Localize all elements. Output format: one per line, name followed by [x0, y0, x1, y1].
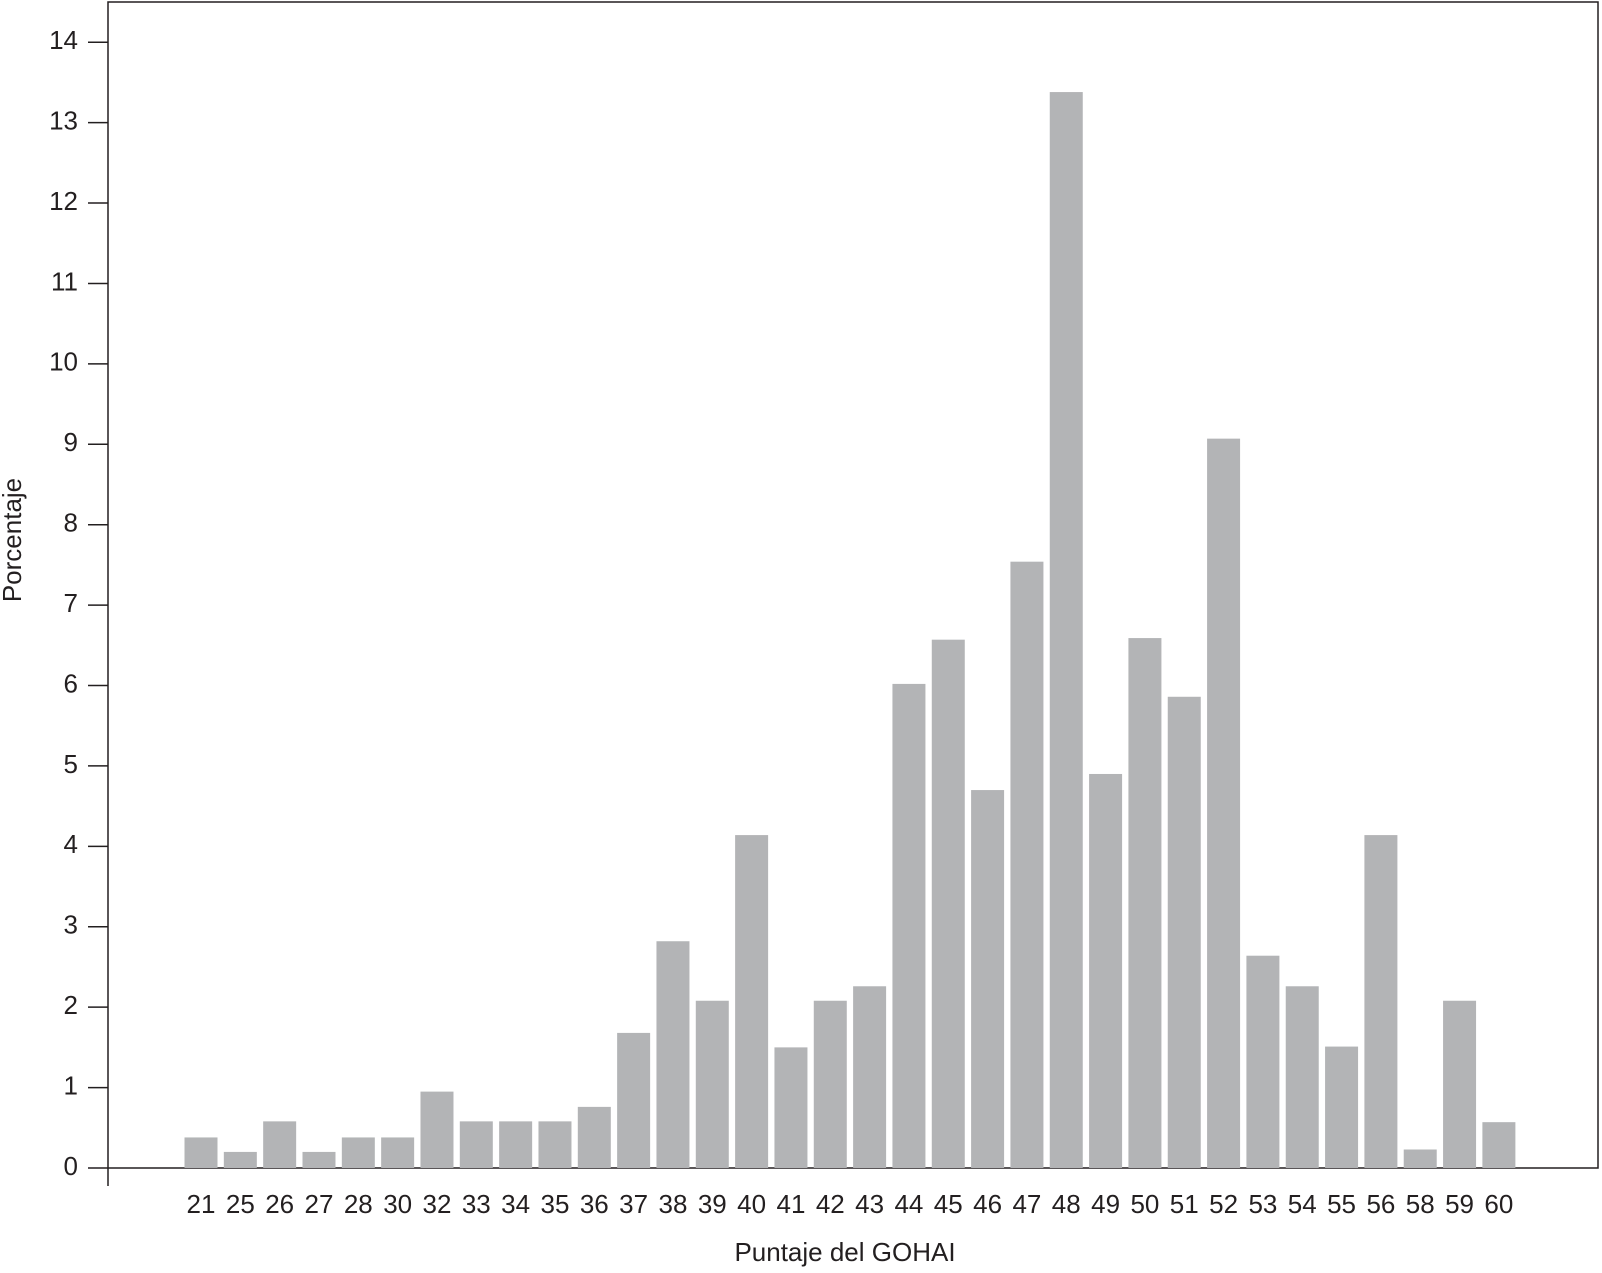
bar	[459, 1121, 493, 1168]
x-tick-label: 27	[305, 1189, 334, 1219]
x-tick-label: 33	[462, 1189, 491, 1219]
y-tick-label: 8	[64, 508, 78, 538]
bar	[931, 639, 965, 1168]
bar	[813, 1000, 847, 1168]
x-tick-label: 42	[816, 1189, 845, 1219]
bar	[853, 986, 887, 1168]
bar	[1167, 696, 1201, 1168]
y-tick-label: 10	[49, 347, 78, 377]
x-tick-label: 49	[1091, 1189, 1120, 1219]
bar	[538, 1121, 572, 1168]
bar	[695, 1000, 729, 1168]
y-tick-label: 4	[64, 829, 78, 859]
x-tick-label: 36	[580, 1189, 609, 1219]
bar	[774, 1047, 808, 1168]
y-tick-label: 0	[64, 1151, 78, 1181]
bar	[971, 790, 1005, 1168]
x-tick-label: 47	[1012, 1189, 1041, 1219]
x-tick-label: 58	[1406, 1189, 1435, 1219]
x-tick-label: 32	[423, 1189, 452, 1219]
y-tick-label: 9	[64, 427, 78, 457]
x-tick-label: 52	[1209, 1189, 1238, 1219]
x-tick-label: 21	[187, 1189, 216, 1219]
x-tick-label: 40	[737, 1189, 766, 1219]
x-tick-label: 50	[1130, 1189, 1159, 1219]
bar	[577, 1106, 611, 1168]
bar	[1207, 438, 1241, 1168]
x-tick-label: 44	[894, 1189, 923, 1219]
x-tick-label: 55	[1327, 1189, 1356, 1219]
y-tick-label: 14	[49, 25, 78, 55]
y-tick-label: 1	[64, 1070, 78, 1100]
x-tick-label: 43	[855, 1189, 884, 1219]
bar	[499, 1121, 533, 1168]
y-tick-label: 12	[49, 186, 78, 216]
y-tick-label: 13	[49, 105, 78, 135]
bar	[1443, 1000, 1477, 1168]
bar	[184, 1137, 218, 1168]
bar	[1049, 92, 1083, 1168]
x-tick-label: 48	[1052, 1189, 1081, 1219]
x-tick-label: 53	[1248, 1189, 1277, 1219]
bar	[1325, 1046, 1359, 1168]
y-tick-label: 3	[64, 910, 78, 940]
x-tick-label: 38	[658, 1189, 687, 1219]
bar	[302, 1151, 336, 1168]
bar	[1010, 561, 1044, 1168]
y-tick-label: 11	[51, 266, 78, 296]
x-tick-label: 30	[383, 1189, 412, 1219]
y-tick-label: 6	[64, 668, 78, 698]
y-axis-title: Porcentaje	[0, 478, 27, 602]
bar	[1403, 1149, 1437, 1168]
bar	[892, 683, 926, 1168]
bar	[735, 835, 769, 1168]
bar	[1482, 1122, 1516, 1168]
x-tick-label: 60	[1484, 1189, 1513, 1219]
bar	[223, 1151, 257, 1168]
x-tick-label: 28	[344, 1189, 373, 1219]
bar	[1285, 986, 1319, 1168]
bar	[1364, 835, 1398, 1168]
x-tick-label: 41	[776, 1189, 805, 1219]
bar	[656, 941, 690, 1168]
y-tick-label: 5	[64, 749, 78, 779]
bar	[341, 1137, 375, 1168]
bar	[617, 1032, 651, 1168]
x-tick-label: 45	[934, 1189, 963, 1219]
x-tick-label: 54	[1288, 1189, 1317, 1219]
x-tick-label: 51	[1170, 1189, 1199, 1219]
x-tick-label: 26	[265, 1189, 294, 1219]
bar	[1089, 773, 1123, 1168]
bar	[381, 1137, 415, 1168]
x-tick-label: 56	[1366, 1189, 1395, 1219]
plot-frame	[107, 1, 1599, 1169]
bar	[1246, 955, 1280, 1168]
x-tick-label: 34	[501, 1189, 530, 1219]
x-axis-title: Puntaje del GOHAI	[734, 1237, 955, 1267]
x-tick-label: 59	[1445, 1189, 1474, 1219]
y-tick-label: 2	[64, 990, 78, 1020]
x-tick-label: 46	[973, 1189, 1002, 1219]
bar	[1128, 638, 1162, 1168]
bar	[420, 1091, 454, 1168]
bar	[263, 1121, 297, 1168]
x-tick-label: 35	[541, 1189, 570, 1219]
y-tick-label: 7	[64, 588, 78, 618]
x-tick-label: 25	[226, 1189, 255, 1219]
x-tick-label: 39	[698, 1189, 727, 1219]
x-tick-label: 37	[619, 1189, 648, 1219]
